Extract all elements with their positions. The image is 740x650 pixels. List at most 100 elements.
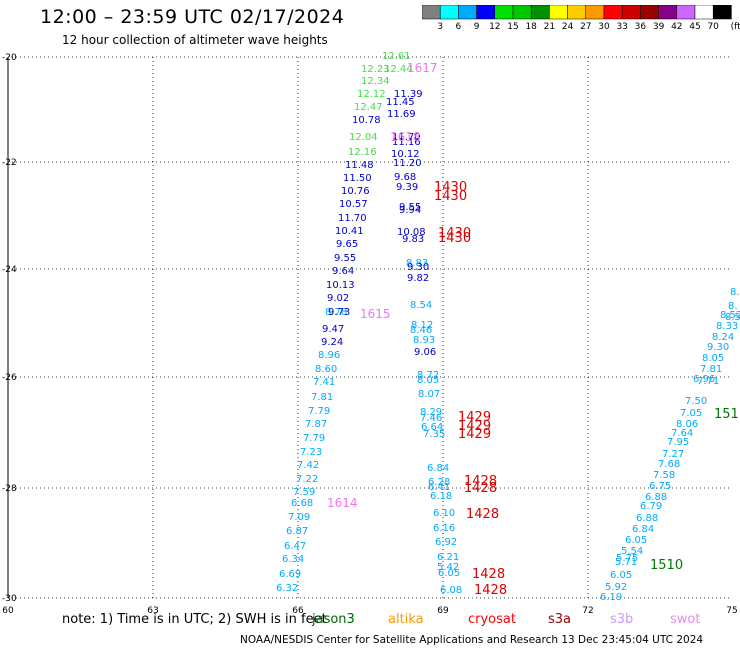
swh-reading: 8.83	[406, 258, 428, 269]
swh-reading: 7.35	[423, 429, 445, 440]
credit-line: NOAA/NESDIS Center for Satellite Applica…	[240, 634, 704, 646]
swh-reading: 6.75	[649, 481, 671, 492]
swh-reading: 7.95	[667, 437, 689, 448]
scale-label: 12	[489, 22, 501, 32]
scale-label: 45	[689, 22, 701, 32]
swh-reading: 10.13	[326, 280, 355, 291]
swh-reading: 11.69	[387, 109, 416, 120]
swh-reading: 6.21	[437, 552, 459, 563]
swh-reading: 7.81	[700, 364, 722, 375]
swh-reading: 8.	[728, 301, 738, 312]
swh-reading: 11.45	[386, 97, 415, 108]
swh-reading: 7.22	[296, 474, 318, 485]
lon-label: 75	[726, 606, 737, 616]
swh-reading: 10.57	[339, 199, 368, 210]
swh-reading: 9.68	[394, 172, 416, 183]
time-label: 1615	[360, 307, 391, 321]
swh-reading: 11.20	[393, 158, 422, 169]
satellite-legend-item: cryosat	[468, 612, 516, 627]
swh-reading: 9.30	[407, 262, 429, 273]
swh-reading: 6.68	[291, 498, 313, 509]
swh-reading: 6.96	[693, 374, 715, 385]
time-label: 1428	[466, 507, 499, 522]
swh-reading: 5.42	[437, 562, 459, 573]
swh-reading: 8.52	[720, 310, 740, 321]
swh-reading: 8.72	[417, 370, 439, 381]
lon-label: 69	[437, 606, 449, 616]
color-scale-bar	[422, 5, 732, 20]
lon-label: 72	[582, 606, 593, 616]
swh-reading: 9.64	[332, 266, 354, 277]
swh-reading: 11.50	[343, 173, 372, 184]
swh-reading: 7.05	[680, 408, 702, 419]
scale-label: 39	[652, 22, 665, 32]
swh-reading: 9.94	[399, 205, 421, 216]
swh-reading: 7.87	[305, 419, 327, 430]
swh-reading: 11.70	[392, 132, 421, 143]
swh-reading: 8.29	[420, 407, 442, 418]
scale-label: 70	[707, 22, 719, 32]
swh-reading: 6.92	[435, 537, 457, 548]
time-label: 1618	[390, 130, 421, 144]
swh-reading: 8.93	[413, 335, 435, 346]
swh-reading: 6.05	[610, 570, 632, 581]
time-label: 151	[714, 407, 739, 422]
swh-reading: 6.84	[427, 463, 449, 474]
swh-reading: 11.39	[394, 89, 423, 100]
swh-reading: 12.34	[361, 76, 390, 87]
swh-reading: 6.41	[428, 482, 450, 493]
swh-reading: 8.05	[417, 375, 439, 386]
swh-reading: 12.47	[354, 102, 383, 113]
swh-reading: 6.16	[433, 523, 455, 534]
swh-reading: 12.61	[382, 51, 411, 62]
scale-label: 15	[507, 22, 519, 32]
swh-reading: 5.92	[605, 582, 627, 593]
swh-reading: 7.81	[311, 392, 333, 403]
swh-reading: 8.24	[712, 332, 734, 343]
scale-label: 3	[437, 22, 444, 32]
scale-label: 30	[598, 22, 610, 32]
lat-label: -20	[2, 53, 17, 63]
time-label: 1430	[434, 189, 467, 204]
scale-label: 9	[473, 22, 480, 32]
scale-swatch	[712, 5, 732, 20]
satellite-legend-item: altika	[388, 612, 424, 627]
time-label: 1429	[458, 410, 491, 425]
swh-reading: 10.08	[397, 227, 426, 238]
scale-label: 24	[561, 22, 574, 32]
swh-reading: 6.18	[430, 491, 452, 502]
swh-reading: 9.82	[407, 273, 429, 284]
swh-reading: 9.55	[399, 202, 421, 213]
swh-reading: 7.50	[685, 396, 707, 407]
lat-label: -30	[2, 594, 17, 604]
swh-reading: 8.78	[325, 307, 347, 318]
swh-reading: 9.30	[707, 342, 729, 353]
swh-reading: 12.44	[384, 64, 413, 75]
swh-reading: 8.12	[411, 320, 433, 331]
swh-reading: 10.41	[335, 226, 364, 237]
swh-reading: 6.10	[433, 508, 455, 519]
scale-label: 33	[616, 22, 628, 32]
swh-reading: 9.65	[336, 239, 358, 250]
time-label: 1428	[464, 474, 497, 489]
swh-reading: 7.42	[297, 460, 319, 471]
footnote: note: 1) Time is in UTC; 2) SWH is in fe…	[62, 612, 327, 627]
lat-label: -24	[2, 265, 17, 275]
swh-reading: 7.23	[300, 447, 322, 458]
time-label: 1430	[434, 180, 467, 195]
swh-reading: 6.69	[279, 569, 301, 580]
swh-reading: 11.16	[392, 137, 421, 148]
swh-reading: 8.60	[315, 364, 337, 375]
swh-reading: 12.16	[348, 147, 377, 158]
lat-label: -22	[2, 158, 17, 168]
time-label: 1614	[327, 496, 358, 510]
swh-reading: 7.79	[308, 406, 330, 417]
swh-reading: 7.64	[671, 428, 693, 439]
time-label: 1429	[458, 427, 491, 442]
swh-reading: 6.79	[640, 501, 662, 512]
swh-reading: 9.83	[402, 234, 424, 245]
swh-reading: 6.28	[428, 477, 450, 488]
swh-reading: 6.47	[284, 541, 306, 552]
scale-label: 27	[580, 22, 592, 32]
scale-label: 6	[455, 22, 462, 32]
